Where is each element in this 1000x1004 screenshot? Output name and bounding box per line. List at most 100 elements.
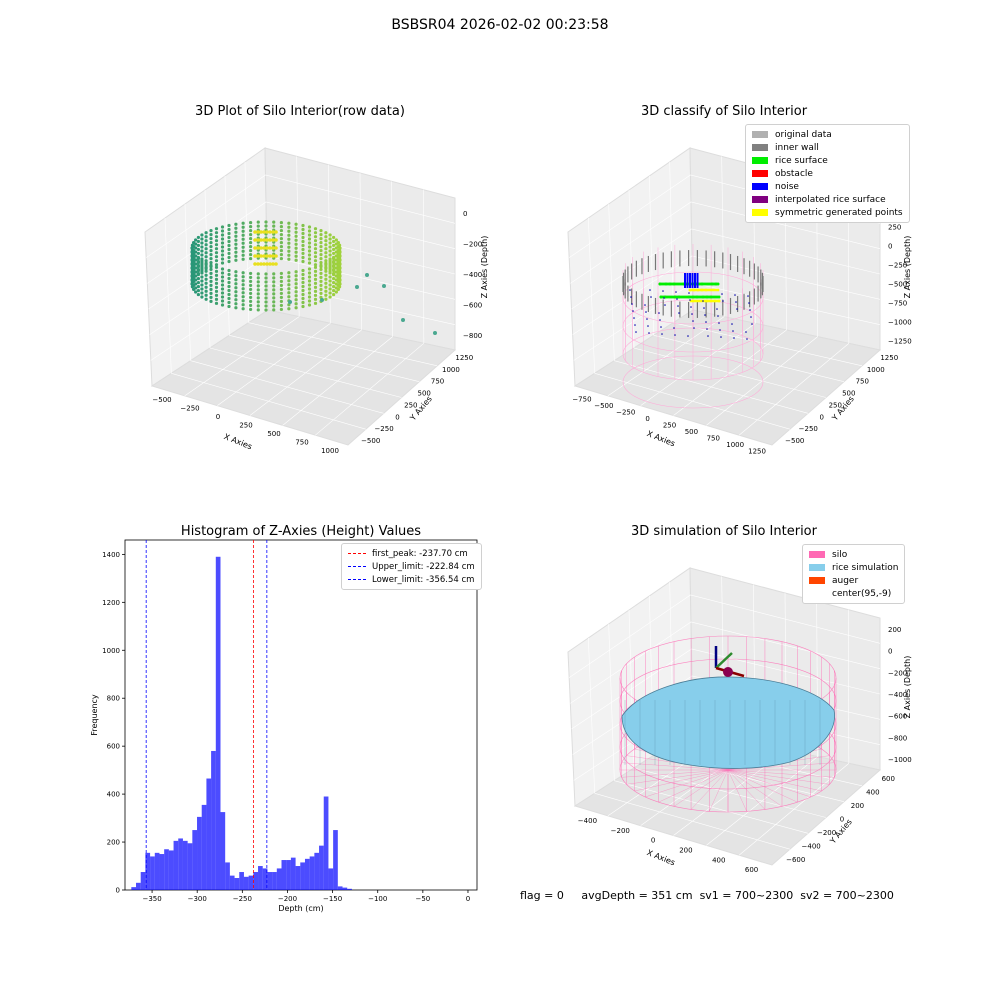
- data-point: [294, 298, 298, 302]
- data-point: [209, 249, 213, 253]
- data-point: [196, 247, 200, 252]
- data-point: [301, 276, 305, 281]
- data-point: [324, 269, 328, 273]
- data-point: [401, 318, 405, 322]
- y-tick-label: 1250: [455, 354, 473, 362]
- z-tick-label: −250: [888, 262, 907, 270]
- noise-point: [691, 273, 694, 276]
- rice-surface-point: [717, 295, 721, 299]
- data-point: [328, 241, 332, 245]
- data-point: [319, 229, 323, 233]
- noise-point: [696, 285, 699, 288]
- histogram-frame: [124, 539, 478, 891]
- data-point: [256, 230, 260, 234]
- data-point: [272, 296, 276, 300]
- data-point: [307, 257, 312, 261]
- data-point: [287, 291, 291, 295]
- data-point: [301, 235, 305, 240]
- y-tick-label: 1250: [880, 354, 898, 362]
- data-point: [220, 261, 225, 265]
- data-point: [200, 275, 204, 279]
- legend-label: auger: [832, 575, 859, 586]
- data-point: [279, 248, 283, 253]
- legend-item: auger: [809, 574, 898, 587]
- data-point: [249, 299, 253, 304]
- rice-surface-point: [710, 282, 714, 286]
- symmetric-point: [698, 288, 702, 292]
- data-point: [272, 284, 276, 288]
- grid-line: [571, 228, 881, 310]
- z-tick-label: −1250: [888, 338, 912, 346]
- raw-3d-plot: −500−25002505007501000−500−2500250500750…: [144, 147, 489, 455]
- histogram-bar: [173, 840, 179, 890]
- noise-point: [704, 314, 706, 316]
- noise-point: [684, 276, 686, 279]
- data-point: [264, 272, 268, 276]
- histogram-bar: [168, 850, 174, 890]
- data-point: [220, 245, 225, 249]
- data-point: [279, 256, 283, 261]
- legend-lower-limit-label: Lower_limit: -356.54 cm: [372, 574, 475, 585]
- x-tick-label: 0: [645, 415, 649, 423]
- noise-point: [686, 273, 689, 276]
- noise-point: [629, 289, 631, 291]
- silo-wireframe-line: [727, 762, 835, 771]
- noise-point: [662, 290, 664, 292]
- data-point: [287, 237, 291, 241]
- data-point: [259, 246, 263, 250]
- data-point: [328, 253, 332, 257]
- data-point: [214, 247, 219, 251]
- data-point: [307, 241, 312, 245]
- noise-point: [688, 292, 690, 294]
- data-point: [241, 237, 245, 241]
- data-point: [204, 267, 208, 271]
- grid-line: [738, 343, 850, 436]
- legend-item: silo: [809, 548, 898, 561]
- data-point: [301, 255, 305, 260]
- center-axis-y: [715, 652, 733, 669]
- data-point: [319, 245, 323, 249]
- noise-point: [649, 289, 651, 291]
- noise-point: [696, 273, 699, 276]
- z-tick-label: 250: [888, 224, 901, 232]
- data-point: [234, 258, 238, 262]
- data-point: [209, 295, 213, 299]
- data-point: [214, 263, 219, 267]
- data-point: [319, 237, 323, 241]
- noise-point: [684, 282, 686, 285]
- data-point: [294, 230, 298, 234]
- z-tick-label: −800: [888, 734, 907, 742]
- silo-wireframe-line: [626, 769, 729, 785]
- data-point: [334, 274, 338, 278]
- data-point: [332, 247, 336, 252]
- histogram-bar: [258, 866, 263, 890]
- data-point: [319, 233, 323, 237]
- classify-3d-plot: −750−500−250025050075010001250−500−25002…: [567, 147, 912, 456]
- data-point: [287, 245, 291, 249]
- data-point: [214, 293, 219, 297]
- silo-wireframe-line: [690, 769, 729, 810]
- data-point: [294, 270, 298, 274]
- legend-item: interpolated rice surface: [752, 193, 903, 206]
- histogram-bar: [290, 857, 296, 890]
- data-point: [334, 250, 338, 254]
- data-point: [279, 291, 283, 296]
- data-point: [279, 299, 283, 304]
- x-tick-label: −500: [152, 396, 171, 404]
- data-point: [313, 255, 318, 259]
- legend-upper-limit-label: Upper_limit: -222.84 cm: [372, 561, 475, 572]
- data-point: [328, 287, 332, 291]
- data-point: [256, 220, 260, 224]
- data-point: [220, 303, 225, 307]
- data-point: [287, 233, 291, 237]
- data-point: [307, 275, 312, 279]
- data-point: [313, 227, 318, 231]
- noise-point: [696, 279, 699, 282]
- noise-point: [691, 279, 694, 282]
- data-point: [249, 275, 253, 280]
- histogram-bar: [192, 830, 198, 890]
- noise-point: [745, 331, 747, 333]
- data-point: [268, 246, 272, 250]
- y-tick-label: 1000: [102, 647, 120, 655]
- data-point: [264, 276, 268, 280]
